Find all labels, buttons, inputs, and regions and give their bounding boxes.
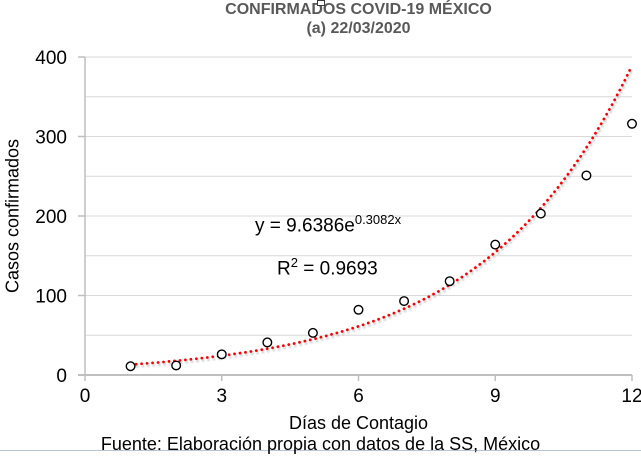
equation-base: y = 9.6386e bbox=[255, 215, 355, 237]
data-point[interactable] bbox=[490, 239, 501, 250]
y-axis-title: Casos confirmados bbox=[2, 138, 23, 294]
equation-exponent: 0.3082x bbox=[354, 212, 402, 227]
r-squared-value: = 0.9693 bbox=[297, 258, 378, 280]
data-point[interactable] bbox=[307, 327, 318, 338]
y-tick-label: 0 bbox=[56, 366, 67, 387]
trendline-shadow bbox=[130, 66, 635, 369]
data-point[interactable] bbox=[353, 304, 364, 315]
y-tick-label: 400 bbox=[35, 48, 67, 69]
y-tick-label: 200 bbox=[35, 207, 67, 228]
x-tick-label: 0 bbox=[80, 386, 91, 407]
data-point[interactable] bbox=[216, 349, 227, 360]
selection-handle-artifact bbox=[317, 0, 325, 6]
data-point[interactable] bbox=[399, 296, 410, 307]
trendline-equation: y = 9.6386e0.3082x bbox=[255, 212, 401, 237]
data-point[interactable] bbox=[627, 118, 638, 129]
x-tick-label: 12 bbox=[621, 386, 641, 407]
x-tick-label: 3 bbox=[216, 386, 227, 407]
data-point[interactable] bbox=[444, 276, 455, 287]
data-point[interactable] bbox=[125, 361, 136, 372]
x-axis-title: Días de Contagio bbox=[288, 413, 429, 433]
data-point[interactable] bbox=[535, 208, 546, 219]
x-tick-label: 6 bbox=[353, 386, 364, 407]
chart-title-line1: CONFIRMADOS COVID-19 MÉXICO bbox=[225, 1, 492, 18]
y-tick-label: 300 bbox=[35, 128, 67, 149]
x-tick-label: 9 bbox=[490, 386, 501, 407]
source-note: Fuente: Elaboración propia con datos de … bbox=[100, 434, 541, 454]
r-squared-label: R2 = 0.9693 bbox=[277, 255, 378, 280]
r-squared-base: R bbox=[277, 258, 291, 280]
chart-title: CONFIRMADOS COVID-19 MÉXICO (a) 22/03/20… bbox=[85, 0, 632, 38]
chart-title-line2: (a) 22/03/2020 bbox=[306, 20, 411, 37]
data-point[interactable] bbox=[262, 337, 273, 348]
data-point[interactable] bbox=[171, 360, 182, 371]
data-point[interactable] bbox=[581, 170, 592, 181]
y-tick-label: 100 bbox=[35, 287, 67, 308]
r-squared-sup: 2 bbox=[290, 255, 298, 270]
trendline[interactable] bbox=[129, 64, 634, 366]
bottom-edge-line bbox=[0, 450, 641, 451]
